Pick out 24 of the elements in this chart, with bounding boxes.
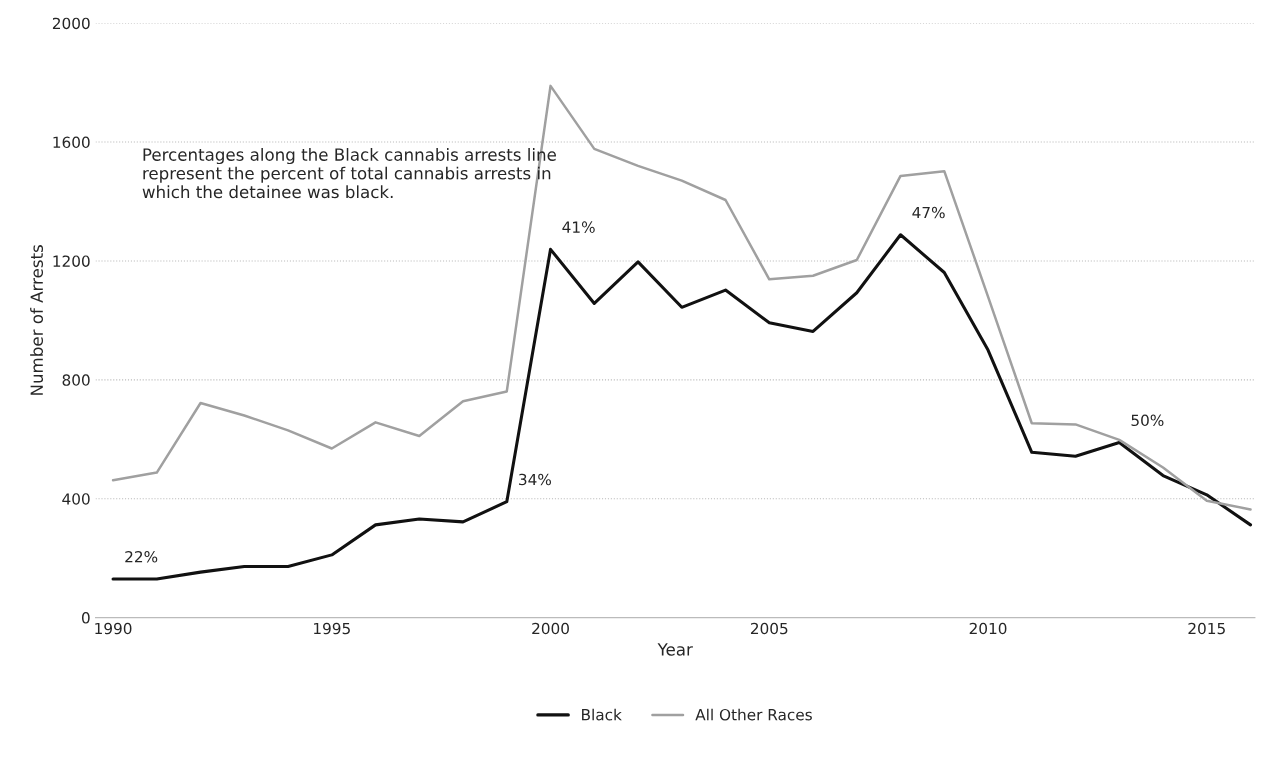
- legend-label: Black: [582, 708, 622, 721]
- annotation: 50%: [1131, 414, 1164, 427]
- annotation: 22%: [125, 550, 158, 563]
- x-tick-label: 2010: [969, 622, 1007, 635]
- annotation: 41%: [562, 221, 595, 233]
- annotation: 34%: [519, 473, 552, 486]
- x-tick-label: 1990: [95, 622, 132, 635]
- x-axis-title: Year: [657, 643, 693, 656]
- x-tick-label: 1995: [314, 622, 350, 635]
- y-tick-label: 0: [81, 612, 90, 624]
- x-tick-label: 2005: [750, 622, 788, 635]
- line-series: [111, 84, 1252, 511]
- y-tick-label: 1600: [53, 136, 90, 149]
- y-tick-label: 800: [62, 374, 90, 386]
- y-tick-label: 400: [62, 493, 90, 505]
- y-tick-label: 2000: [52, 17, 90, 30]
- y-axis-title: Number of Arrests: [30, 245, 44, 395]
- legend-label: All Other Races: [695, 708, 812, 721]
- x-tick-label: 2000: [532, 622, 569, 635]
- line-series: [111, 233, 1253, 581]
- annotation: Percentages along the Black cannabis arrests line represent the percent of total cannabis arrests in which the detainee was black.: [142, 147, 556, 199]
- x-tick-label: 2015: [1188, 622, 1225, 635]
- annotation: 47%: [912, 206, 945, 219]
- y-tick-label: 1200: [53, 255, 90, 267]
